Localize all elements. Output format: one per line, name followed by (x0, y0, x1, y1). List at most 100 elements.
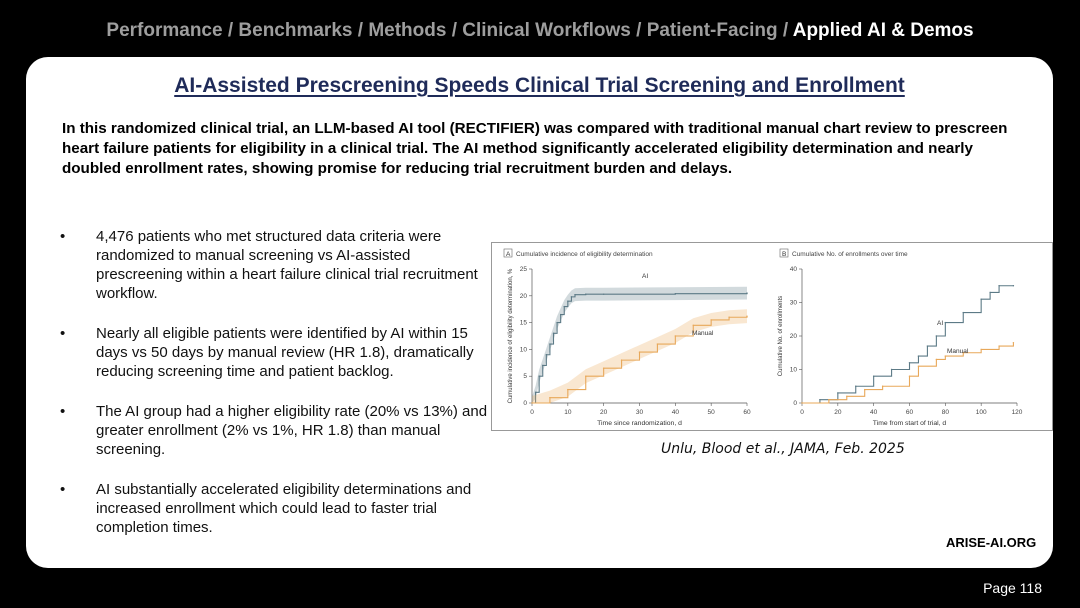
breadcrumb-item[interactable]: Benchmarks (238, 20, 353, 41)
figure-svg: A Cumulative incidence of eligibility det… (503, 248, 1023, 427)
data-point-manual (944, 355, 947, 357)
panel-letter-box (779, 248, 789, 258)
data-point-ai (538, 375, 540, 377)
y-tick-label: 10 (520, 346, 528, 353)
x-tick-label: 40 (672, 409, 680, 416)
data-point-ai (962, 311, 964, 314)
data-point-manual (549, 396, 551, 399)
data-point-ai (980, 298, 982, 300)
data-point-manual (620, 359, 623, 361)
breadcrumb-item[interactable]: Performance (106, 20, 223, 41)
bullet-item: Nearly all eligible patients were identi… (56, 324, 488, 381)
bullet-item: 4,476 patients who met structured data c… (56, 227, 488, 303)
x-tick-label: 10 (564, 409, 572, 416)
data-point-manual (656, 343, 659, 345)
data-point-ai (534, 391, 537, 393)
slide-card: AI-Assisted Prescreening Speeds Clinical… (26, 57, 1053, 568)
data-point-manual (728, 316, 730, 318)
x-tick-label: 0 (800, 409, 804, 416)
data-point-ai (674, 292, 677, 295)
y-tick-label: 40 (790, 266, 798, 273)
data-point-ai (989, 291, 991, 294)
breadcrumb-separator: / (777, 20, 793, 41)
data-point-manual (585, 375, 587, 377)
x-tick-label: 80 (942, 409, 950, 416)
data-point-ai (1012, 285, 1015, 287)
data-point-ai (574, 294, 576, 296)
breadcrumb-item[interactable]: Methods (368, 20, 447, 41)
data-point-ai (746, 292, 748, 294)
page-number: Page 118 (983, 580, 1042, 596)
data-point-ai (917, 355, 920, 357)
data-point-manual (998, 345, 1000, 347)
series-label-manual: Manual (692, 330, 714, 337)
summary-paragraph: In this randomized clinical trial, an LL… (62, 120, 1008, 177)
data-point-manual (917, 365, 920, 367)
data-point-manual (674, 335, 677, 337)
x-tick-label: 100 (976, 409, 987, 416)
y-axis-label: Cumulative No. of enrollments (778, 296, 784, 376)
data-point-manual (828, 398, 830, 401)
y-axis-label: Cumulative incidence of eligibility dete… (508, 268, 514, 403)
data-point-ai (926, 345, 929, 347)
data-point-manual (980, 348, 982, 351)
data-point-manual (864, 388, 866, 391)
data-point-ai (552, 332, 555, 335)
data-point-manual (801, 402, 803, 404)
breadcrumb-separator: / (352, 20, 369, 41)
data-point-ai (570, 296, 573, 298)
x-tick-label: 40 (870, 409, 878, 416)
panel-letter: B (782, 251, 786, 258)
x-tick-label: 120 (1012, 409, 1023, 416)
x-tick-label: 0 (530, 409, 534, 416)
y-tick-label: 20 (790, 333, 798, 340)
data-point-manual (908, 375, 911, 377)
data-point-ai (559, 313, 562, 316)
brand-logo-text: ARISE-AI.ORG (946, 535, 1037, 550)
data-point-manual (881, 385, 884, 387)
data-point-manual (531, 402, 533, 404)
breadcrumb-item[interactable]: Clinical Workflows (462, 20, 631, 41)
bullet-list: 4,476 patients who met structured data c… (56, 227, 488, 558)
series-line-ai (802, 285, 1014, 404)
data-point-ai (944, 321, 947, 324)
data-point-manual (746, 315, 748, 317)
y-tick-label: 5 (523, 373, 527, 380)
data-point-ai (549, 343, 551, 345)
data-point-ai (908, 362, 911, 364)
data-point-ai (585, 293, 587, 295)
x-axis-label: Time since randomization, d (597, 420, 682, 427)
data-point-manual (846, 395, 848, 397)
data-point-ai (567, 300, 569, 302)
series-label-ai: AI (937, 320, 943, 327)
x-tick-label: 30 (636, 409, 644, 416)
chart-title: Cumulative incidence of eligibility dete… (516, 251, 653, 258)
y-tick-label: 25 (520, 266, 528, 273)
series-band-ai (532, 286, 747, 403)
data-point-manual (710, 319, 712, 321)
data-point-ai (935, 335, 938, 337)
series-label-ai: AI (642, 273, 648, 280)
y-tick-label: 10 (790, 367, 798, 374)
breadcrumb: Performance / Benchmarks / Methods / Cli… (0, 20, 1080, 42)
breadcrumb-separator: / (630, 20, 647, 41)
x-axis-label: Time from start of trial, d (873, 420, 947, 427)
chart-title: Cumulative No. of enrollments over time (792, 251, 908, 258)
breadcrumb-current: Applied AI & Demos (792, 20, 974, 41)
x-tick-label: 20 (834, 409, 842, 416)
data-point-ai (819, 398, 821, 401)
chart-panel-A: A Cumulative incidence of eligibility det… (503, 248, 751, 427)
data-point-manual (962, 352, 964, 354)
figure-frame: A Cumulative incidence of eligibility det… (491, 242, 1053, 431)
data-point-manual (1012, 342, 1015, 344)
bullet-item: The AI group had a higher eligibility ra… (56, 402, 488, 459)
citation: Unlu, Blood et al., JAMA, Feb. 2025 (661, 441, 905, 457)
figure: A Cumulative incidence of eligibility det… (491, 242, 1053, 432)
y-tick-label: 20 (520, 293, 528, 300)
slide-title: AI-Assisted Prescreening Speeds Clinical… (174, 74, 905, 97)
panel-letter-box (503, 248, 513, 258)
y-tick-label: 30 (790, 300, 798, 307)
data-point-ai (563, 305, 565, 308)
breadcrumb-item[interactable]: Patient-Facing (646, 20, 778, 41)
series-label-manual: Manual (947, 348, 969, 355)
